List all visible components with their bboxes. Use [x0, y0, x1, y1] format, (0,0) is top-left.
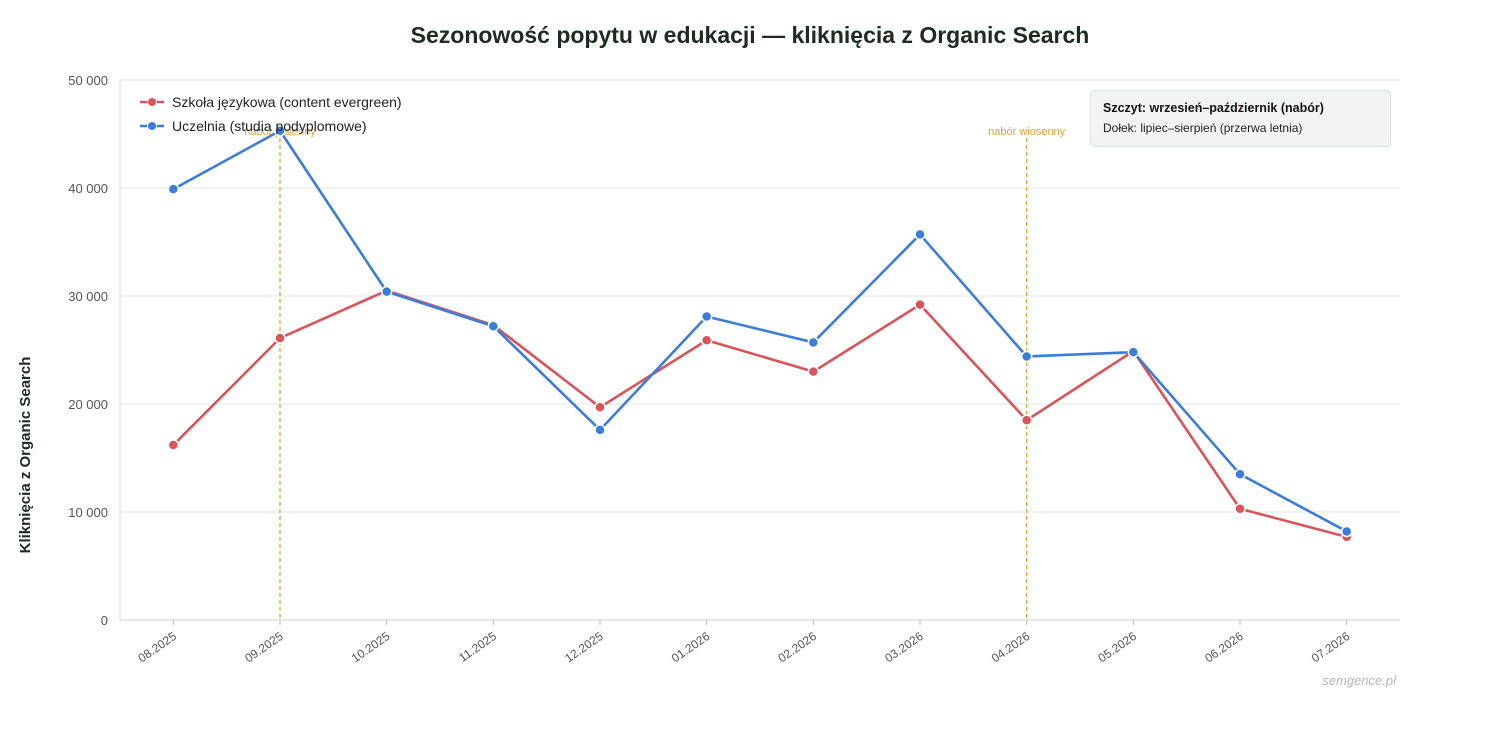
annotation-title: Szczyt: wrzesień–październik (nabór) — [1103, 101, 1324, 115]
data-point — [807, 365, 820, 378]
x-tick-label: 01.2026 — [669, 629, 713, 666]
y-tick-label: 20 000 — [68, 397, 108, 412]
data-point — [594, 424, 606, 436]
vline-label: nabór wiosenny — [988, 126, 1066, 138]
annotation-text: Dołek: lipiec–sierpień (przerwa letnia) — [1103, 121, 1303, 135]
chart-title: Sezonowość popytu w edukacji — kliknięci… — [410, 22, 1090, 48]
x-tick-label: 11.2025 — [456, 629, 499, 665]
x-tick-label: 07.2026 — [1309, 629, 1353, 666]
y-tick-label: 0 — [101, 613, 108, 628]
x-tick-label: 06.2026 — [1202, 629, 1246, 666]
data-point — [1020, 350, 1033, 363]
data-point — [274, 125, 286, 137]
data-point — [700, 334, 713, 347]
y-tick-label: 30 000 — [68, 289, 108, 304]
legend-label: Uczelnia (studia podyplomowe) — [172, 118, 367, 134]
x-tick-label: 02.2026 — [775, 629, 819, 666]
y-tick-label: 40 000 — [68, 181, 108, 196]
data-point — [1234, 503, 1246, 515]
data-point — [807, 336, 820, 349]
watermark: semgence.pl — [1322, 673, 1396, 688]
data-point — [487, 320, 500, 332]
x-tick-label: 12.2025 — [562, 629, 606, 666]
series-line-1 — [172, 289, 1347, 539]
vline-layer: nabór jesienny nabór wiosenny — [244, 126, 1066, 620]
legend-marker — [147, 97, 157, 107]
x-tick-label: 05.2026 — [1095, 629, 1139, 666]
y-tick-label: 50 000 — [68, 73, 108, 88]
annotation-box: Szczyt: wrzesień–październik (nabór) Doł… — [1090, 90, 1391, 147]
x-tick-label: 08.2025 — [135, 629, 179, 666]
y-tick-label: 10 000 — [68, 505, 108, 520]
x-tick-label: 03.2026 — [882, 629, 926, 666]
x-tick-label: 09.2025 — [242, 629, 286, 666]
data-point — [167, 439, 180, 451]
data-point — [700, 310, 713, 323]
data-point — [1020, 414, 1033, 426]
data-point — [1234, 468, 1246, 480]
series-line-2 — [172, 129, 1348, 533]
legend-label: Szkoła językowa (content evergreen) — [172, 94, 402, 110]
legend-marker — [147, 121, 157, 131]
grid-layer — [120, 79, 1400, 513]
series-layer — [167, 125, 1353, 543]
data-point — [1127, 346, 1140, 358]
y-axis-label: Kliknięcia z Organic Search — [17, 357, 34, 554]
data-point — [594, 401, 606, 413]
data-point — [167, 183, 180, 195]
axis-layer: 0 10 000 20 000 30 000 40 000 50 000 08.2025 09… — [68, 73, 1400, 665]
data-point — [380, 285, 393, 298]
data-point — [914, 228, 926, 241]
x-tick-label: 10.2025 — [349, 629, 393, 666]
data-point — [274, 332, 286, 344]
data-point — [914, 298, 926, 311]
data-point — [1340, 525, 1353, 538]
x-tick-label: 04.2026 — [989, 629, 1033, 666]
legend: Szkoła językowa (content evergreen) Uczel… — [140, 94, 402, 134]
